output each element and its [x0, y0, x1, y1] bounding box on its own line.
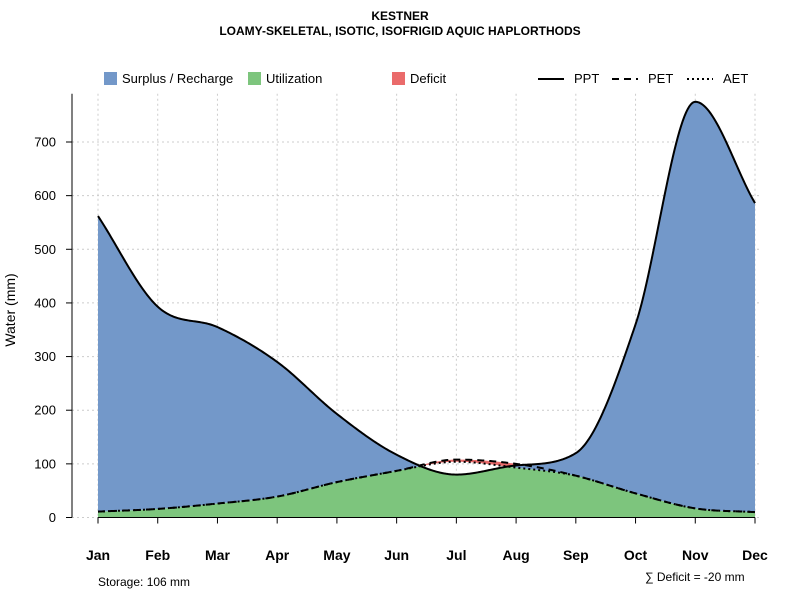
x-tick-label-apr: Apr: [265, 547, 290, 563]
x-tick-label-jul: Jul: [446, 547, 466, 563]
utilization-area: [98, 466, 755, 518]
x-tick-label-jan: Jan: [86, 547, 110, 563]
x-tick-label-feb: Feb: [145, 547, 170, 563]
legend-utilization: Utilization: [248, 71, 322, 86]
x-tick-label-dec: Dec: [742, 547, 768, 563]
x-tick-label-may: May: [323, 547, 350, 563]
legend-pet: PET: [612, 71, 673, 86]
x-tick-label-mar: Mar: [205, 547, 230, 563]
surplus-recharge-area: [98, 101, 755, 513]
axes: 0 100 200 300 400 500 600 700 Jan Feb Mar Apr May Jun…: [34, 93, 768, 563]
legend-deficit-swatch: [392, 72, 405, 85]
x-tick-label-sep: Sep: [563, 547, 589, 563]
legend-surplus-swatch: [104, 72, 117, 85]
storage-label: Storage: 106 mm: [98, 575, 191, 589]
chart-title: KESTNER: [371, 9, 429, 23]
legend-aet-line: [687, 77, 713, 80]
areas: [98, 101, 755, 518]
legend-ppt-label: PPT: [574, 71, 600, 86]
y-tick-label-100: 100: [34, 456, 56, 471]
y-tick-label-0: 0: [49, 510, 56, 525]
x-tick-label-jun: Jun: [384, 547, 409, 563]
x-tick-label-nov: Nov: [682, 547, 709, 563]
legend-pet-line: [612, 77, 638, 80]
series-lines: [97, 100, 756, 514]
series-line-aet: [97, 460, 756, 514]
legend-ppt-line: [538, 77, 564, 80]
legend-aet: AET: [687, 71, 748, 86]
y-axis-label: Water (mm): [2, 273, 18, 346]
series-line-ppt: [97, 100, 756, 476]
legend-utilization-label: Utilization: [266, 71, 323, 86]
y-tick-label-700: 700: [34, 135, 56, 150]
y-tick-label-600: 600: [34, 188, 56, 203]
legend-surplus: Surplus / Recharge: [104, 71, 233, 86]
x-tick-label-oct: Oct: [624, 547, 648, 563]
legend-surplus-label: Surplus / Recharge: [122, 71, 234, 86]
y-tick-label-500: 500: [34, 242, 56, 257]
y-tick-label-400: 400: [34, 295, 56, 310]
legend-deficit-label: Deficit: [410, 71, 447, 86]
legend-pet-label: PET: [648, 71, 674, 86]
chart-subtitle: LOAMY-SKELETAL, ISOTIC, ISOFRIGID AQUIC …: [219, 24, 581, 38]
legend-aet-label: AET: [723, 71, 749, 86]
legend-deficit: Deficit: [392, 71, 446, 86]
legend-utilization-swatch: [248, 72, 261, 85]
legend-ppt: PPT: [538, 71, 599, 86]
x-tick-label-aug: Aug: [502, 547, 529, 563]
y-tick-label-300: 300: [34, 349, 56, 364]
y-tick-label-200: 200: [34, 403, 56, 418]
deficit-label: ∑ Deficit = -20 mm: [645, 570, 745, 584]
